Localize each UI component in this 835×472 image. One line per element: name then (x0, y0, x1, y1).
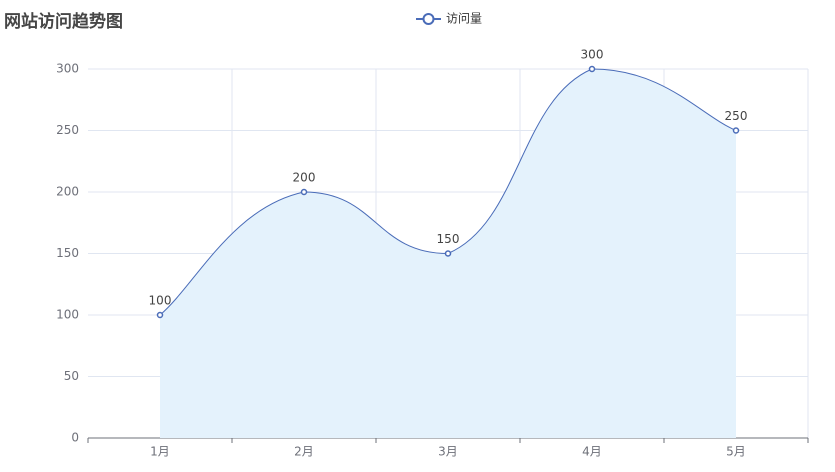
point (300, 188, 308, 196)
y-tick-label: 100 (56, 308, 79, 322)
y-tick-label: 0 (71, 431, 79, 445)
value-label: 200 (293, 171, 316, 185)
value-label: 250 (725, 109, 748, 123)
point (156, 311, 164, 319)
y-tick-label: 250 (56, 123, 79, 137)
value-label: 300 (581, 48, 604, 62)
x-tick-label: 1月 (150, 445, 170, 459)
y-tick-label: 150 (56, 246, 79, 260)
x-tick-label: 3月 (438, 445, 458, 459)
point (588, 65, 596, 73)
y-tick-label: 200 (56, 185, 79, 199)
x-tick-label: 5月 (726, 445, 746, 459)
legend-label: 访问量 (446, 12, 482, 26)
legend-marker (422, 13, 435, 25)
y-tick-label: 50 (64, 369, 79, 383)
x-tick-label: 2月 (294, 445, 314, 459)
value-label: 100 (149, 294, 172, 308)
value-label: 150 (437, 232, 460, 246)
x-tick-label: 4月 (582, 445, 602, 459)
point (732, 127, 740, 134)
point (444, 250, 452, 257)
chart-title: 网站访问趋势图 (4, 11, 123, 32)
y-tick-label: 300 (56, 62, 79, 76)
